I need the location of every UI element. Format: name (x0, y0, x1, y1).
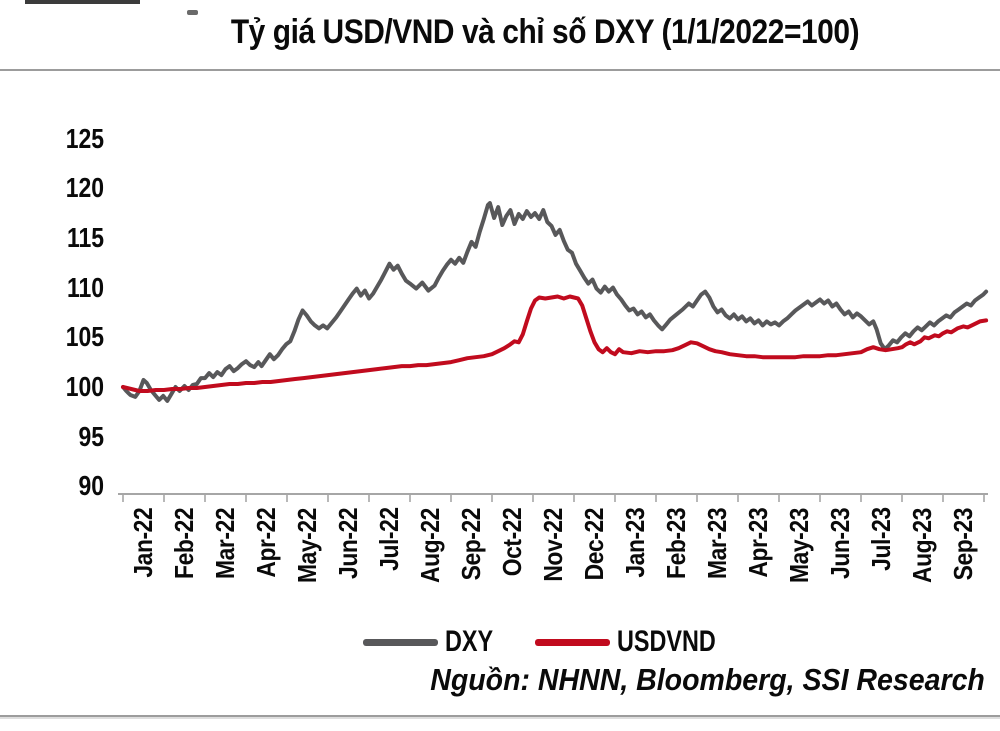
usdvnd-line (121, 294, 989, 393)
y-tick-label: 120 (65, 172, 104, 204)
y-tick-label: 95 (78, 420, 104, 452)
y-tick-label: 100 (65, 371, 104, 402)
x-tick-label: Jul-23 (865, 507, 896, 571)
bottom-divider-line (0, 715, 1000, 717)
x-tick-label: Feb-23 (660, 507, 691, 579)
x-tick-label: Sep-22 (455, 507, 486, 581)
x-tick-label: Mar-22 (209, 507, 240, 579)
legend-label-usdvnd: USDVND (617, 625, 716, 658)
chart-legend: DXY USDVND (123, 624, 984, 660)
x-tick-label: May-22 (291, 508, 322, 584)
x-tick-label: Apr-23 (742, 507, 773, 578)
cropped-top-text-artifact (25, 0, 140, 4)
page-title-text: Tỷ giá USD/VND và chỉ số DXY (1/1/2022=1… (230, 13, 860, 51)
y-tick-label: 115 (66, 221, 104, 253)
x-tick-label: May-23 (783, 508, 814, 584)
x-tick-label: Jan-23 (619, 507, 650, 578)
y-tick-label: 110 (66, 271, 104, 303)
x-tick-label: Jun-23 (824, 507, 855, 579)
x-tick-label: Jan-22 (127, 507, 158, 578)
x-tick-label: Nov-22 (537, 508, 568, 582)
title-divider-line (0, 69, 1000, 71)
y-tick-label: 90 (78, 470, 104, 502)
usdvnd-line-swatch (535, 638, 610, 646)
dxy-line-swatch (363, 638, 439, 646)
legend-item-dxy: DXY (363, 625, 507, 659)
page-title: Tỷ giá USD/VND và chỉ số DXY (1/1/2022=1… (95, 8, 995, 56)
x-tick-label: Feb-22 (168, 507, 199, 579)
x-tick-label: Apr-22 (250, 507, 281, 578)
x-tick-label: Oct-22 (496, 507, 527, 577)
x-tick-label: Aug-22 (414, 508, 445, 584)
x-tick-label: Jul-22 (373, 507, 404, 571)
x-tick-label: Jun-22 (332, 507, 363, 579)
x-tick-label: Aug-23 (906, 508, 937, 584)
y-tick-label: 105 (65, 321, 104, 353)
source-credit: Nguồn: NHNN, Bloomberg, SSI Research (430, 662, 985, 697)
x-tick-label: Dec-22 (578, 507, 609, 581)
x-tick-label: Mar-23 (701, 507, 732, 579)
y-tick-label: 125 (65, 122, 104, 154)
legend-label-dxy: DXY (445, 625, 494, 658)
x-axis-ticks (122, 494, 985, 502)
x-tick-label: Sep-23 (947, 507, 978, 581)
cropped-top-mark-artifact (187, 10, 198, 15)
dxy-line (121, 201, 989, 403)
legend-item-usdvnd: USDVND (535, 625, 744, 659)
